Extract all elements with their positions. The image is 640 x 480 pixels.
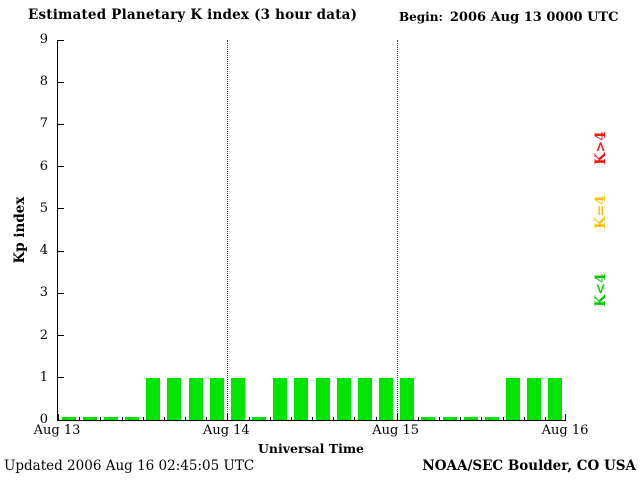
kp-bar xyxy=(442,417,457,420)
legend-k-eq-4: K=4 xyxy=(593,195,609,229)
x-minor-tick xyxy=(206,417,208,420)
y-tick xyxy=(58,123,64,125)
x-minor-tick xyxy=(185,417,186,420)
kp-bar xyxy=(167,377,182,420)
y-tick-label: 7 xyxy=(39,116,48,132)
x-minor-tick xyxy=(290,417,292,420)
x-minor-tick xyxy=(269,417,271,420)
x-minor-tick xyxy=(460,417,462,420)
x-minor-tick xyxy=(79,417,81,420)
plot-area xyxy=(57,39,566,421)
x-tick xyxy=(227,414,229,420)
kp-bar xyxy=(294,377,309,420)
y-tick xyxy=(58,208,64,210)
kp-bar xyxy=(379,377,394,420)
kp-bar xyxy=(548,377,563,420)
kp-bar xyxy=(188,377,203,420)
y-tick-label: 0 xyxy=(39,412,48,427)
x-minor-tick xyxy=(354,417,356,420)
x-minor-tick xyxy=(375,417,377,420)
y-tick-label: 8 xyxy=(39,74,48,90)
kp-bar xyxy=(273,377,288,420)
kp-bar xyxy=(400,377,415,420)
x-tick xyxy=(396,414,398,420)
kp-bar xyxy=(484,417,499,420)
footer-updated: Updated 2006 Aug 16 02:45:05 UTC xyxy=(4,458,255,474)
y-tick xyxy=(58,166,64,168)
y-tick-label: 4 xyxy=(39,243,48,259)
y-tick xyxy=(58,377,64,379)
x-minor-tick xyxy=(417,417,419,420)
y-tick xyxy=(58,81,64,83)
kp-bar xyxy=(336,377,351,420)
kp-bar xyxy=(315,377,330,420)
x-minor-tick xyxy=(100,417,102,420)
x-minor-tick xyxy=(544,417,546,420)
x-tick-label: Aug 14 xyxy=(202,423,250,438)
legend-k-lt-4: K<4 xyxy=(593,273,609,307)
x-tick xyxy=(565,414,566,420)
kp-bar xyxy=(125,417,140,420)
kp-bar xyxy=(61,417,76,420)
x-minor-tick xyxy=(523,417,525,420)
footer-source: NOAA/SEC Boulder, CO USA xyxy=(422,458,636,474)
x-axis-labels: Aug 13 Aug 14 Aug 15 Aug 16 xyxy=(34,423,589,439)
x-minor-tick xyxy=(502,417,504,420)
x-tick-label: Aug 15 xyxy=(372,423,420,438)
x-minor-tick xyxy=(439,417,440,420)
x-minor-tick xyxy=(248,417,250,420)
x-minor-tick xyxy=(312,417,313,420)
kp-bar xyxy=(82,417,97,420)
y-tick xyxy=(58,250,64,252)
kp-bar xyxy=(357,377,372,420)
legend-k-gt-4: K>4 xyxy=(593,131,609,165)
x-minor-tick xyxy=(481,417,483,420)
kp-bar xyxy=(230,377,245,420)
x-axis-label: Universal Time xyxy=(257,441,365,456)
y-tick xyxy=(58,419,64,421)
kp-bar xyxy=(463,417,478,420)
kp-bar xyxy=(421,417,436,420)
y-tick-label: 1 xyxy=(39,369,48,385)
y-tick-label: 3 xyxy=(39,285,48,301)
y-axis-labels: 0 1 2 3 4 5 6 7 8 9 xyxy=(24,32,48,427)
x-tick-label: Aug 13 xyxy=(33,423,81,438)
kp-bar xyxy=(103,417,118,420)
begin-value: 2006 Aug 13 0000 UTC xyxy=(449,10,619,25)
chart-title: Estimated Planetary K index (3 hour data… xyxy=(28,7,358,23)
y-tick-label: 2 xyxy=(39,327,48,343)
y-tick xyxy=(58,39,64,41)
begin-label: Begin: xyxy=(399,10,443,24)
begin-row: Begin: 2006 Aug 13 0000 UTC xyxy=(399,10,618,25)
day-separator xyxy=(227,40,229,420)
y-tick xyxy=(58,292,64,294)
kp-bar xyxy=(146,377,161,420)
x-minor-tick xyxy=(121,417,123,420)
x-minor-tick xyxy=(333,417,335,420)
y-tick-label: 6 xyxy=(39,158,48,174)
y-tick-label: 9 xyxy=(39,32,48,47)
kp-bar xyxy=(506,377,521,420)
y-tick-label: 5 xyxy=(39,200,48,216)
x-tick-label: Aug 16 xyxy=(541,423,589,438)
day-separator xyxy=(396,40,398,420)
x-minor-tick xyxy=(163,417,165,420)
kp-bar xyxy=(252,417,267,420)
x-minor-tick xyxy=(142,417,144,420)
x-tick xyxy=(58,414,59,420)
kp-bar xyxy=(527,377,542,420)
kp-bar xyxy=(209,377,224,420)
y-tick xyxy=(58,335,64,337)
